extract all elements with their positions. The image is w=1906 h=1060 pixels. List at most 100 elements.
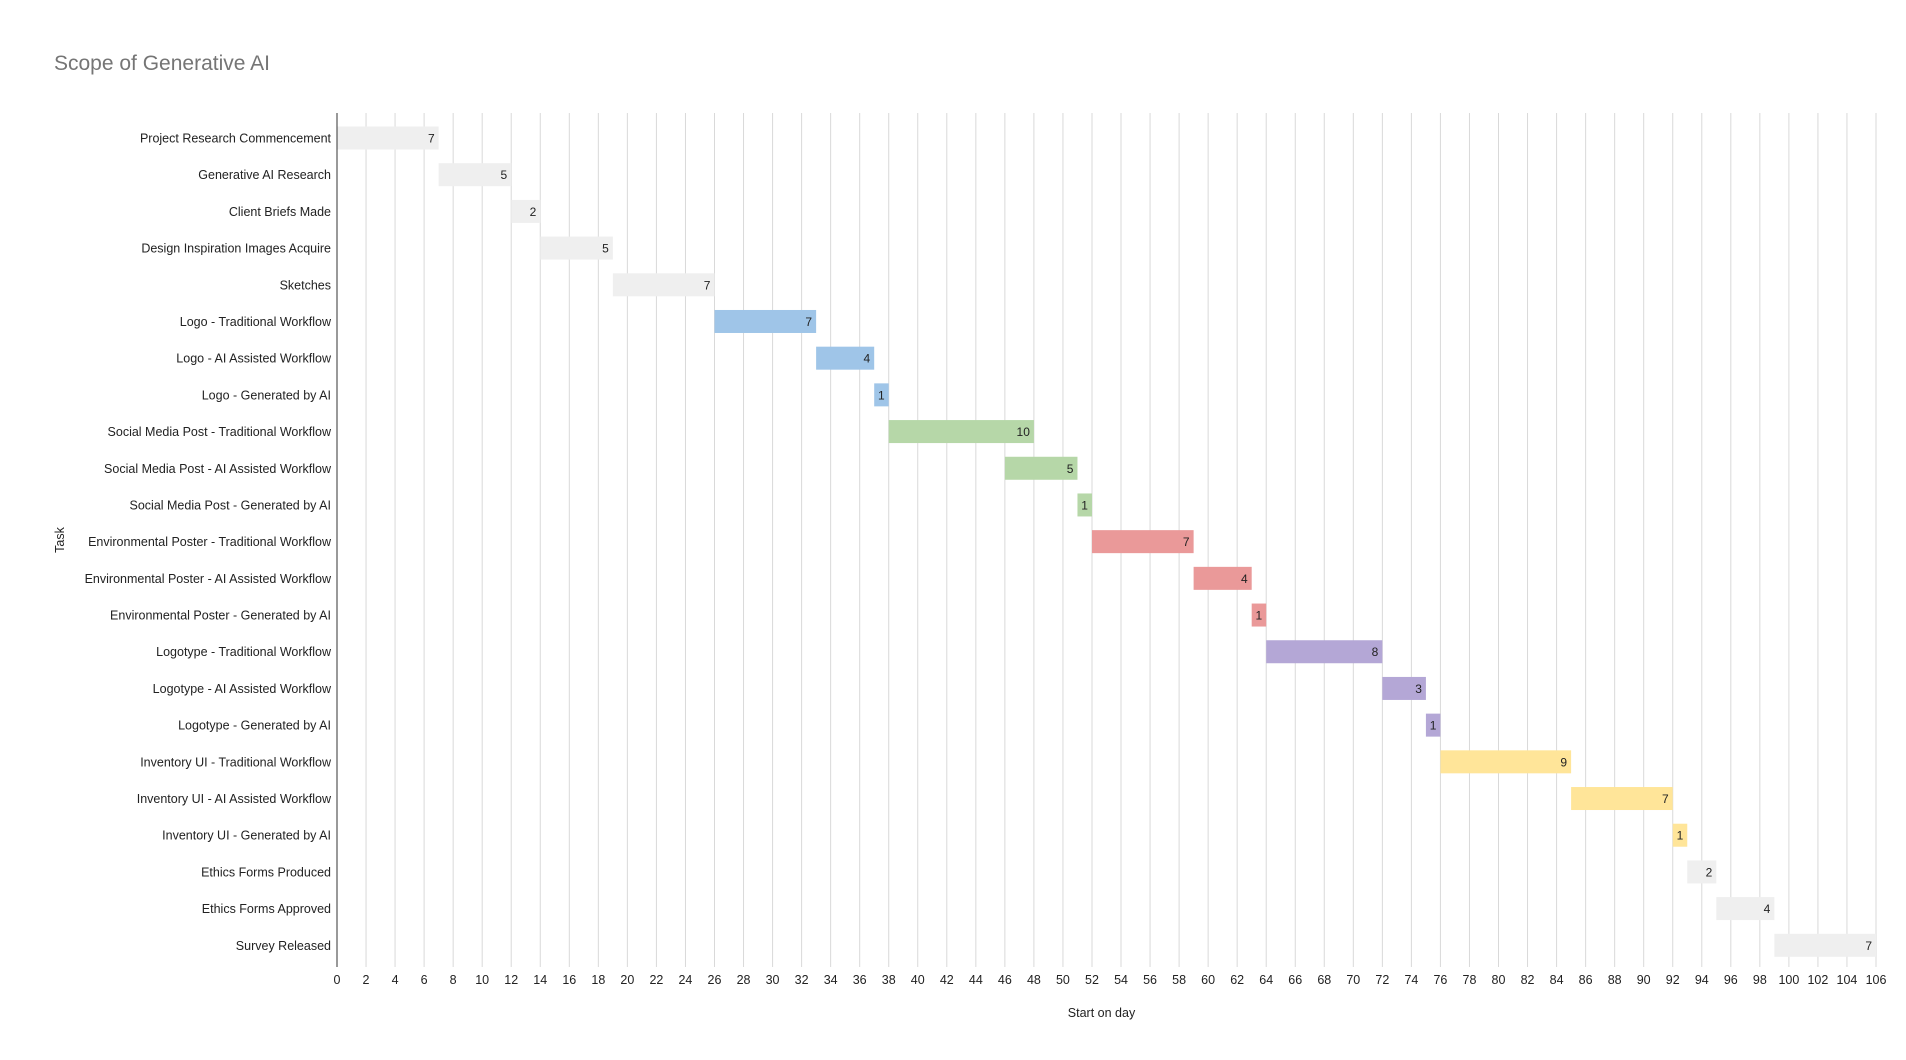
gantt-bar xyxy=(1425,713,1441,737)
gantt-bar xyxy=(1440,750,1572,774)
bar-duration-label: 7 xyxy=(1183,535,1190,549)
x-tick-label: 62 xyxy=(1230,973,1244,987)
x-tick-label: 100 xyxy=(1778,973,1799,987)
task-label: Logo - Generated by AI xyxy=(202,388,331,402)
gantt-bar xyxy=(511,199,541,223)
x-tick-label: 94 xyxy=(1695,973,1709,987)
x-tick-label: 24 xyxy=(678,973,692,987)
task-label: Client Briefs Made xyxy=(229,205,331,219)
gantt-bar xyxy=(1077,493,1092,517)
bar-duration-label: 7 xyxy=(1662,792,1669,806)
x-tick-label: 30 xyxy=(766,973,780,987)
bar-duration-label: 1 xyxy=(1677,829,1684,843)
x-tick-label: 10 xyxy=(475,973,489,987)
x-tick-label: 40 xyxy=(911,973,925,987)
x-tick-label: 38 xyxy=(882,973,896,987)
x-tick-label: 50 xyxy=(1056,973,1070,987)
x-tick-label: 42 xyxy=(940,973,954,987)
task-label: Logo - AI Assisted Workflow xyxy=(176,352,332,366)
task-label: Social Media Post - AI Assisted Workflow xyxy=(104,462,332,476)
x-tick-label: 66 xyxy=(1288,973,1302,987)
x-tick-label: 60 xyxy=(1201,973,1215,987)
task-label: Ethics Forms Produced xyxy=(201,865,331,879)
x-tick-label: 86 xyxy=(1579,973,1593,987)
task-label: Sketches xyxy=(280,278,331,292)
gantt-bar xyxy=(1774,933,1876,957)
bar-duration-label: 5 xyxy=(501,168,508,182)
x-tick-label: 96 xyxy=(1724,973,1738,987)
gantt-bar xyxy=(1687,860,1717,884)
x-tick-label: 88 xyxy=(1608,973,1622,987)
task-label: Environmental Poster - Traditional Workf… xyxy=(88,535,332,549)
bar-duration-label: 7 xyxy=(805,315,812,329)
x-tick-label: 26 xyxy=(708,973,722,987)
grid-lines xyxy=(365,113,1877,967)
task-label: Project Research Commencement xyxy=(140,132,332,146)
x-tick-label: 82 xyxy=(1521,973,1535,987)
x-tick-label: 104 xyxy=(1837,973,1858,987)
task-label: Environmental Poster - AI Assisted Workf… xyxy=(85,572,332,586)
bar-duration-label: 1 xyxy=(878,388,885,402)
gantt-bar xyxy=(540,236,613,260)
x-tick-label: 0 xyxy=(334,973,341,987)
x-tick-label: 36 xyxy=(853,973,867,987)
x-tick-label: 16 xyxy=(562,973,576,987)
task-label: Ethics Forms Approved xyxy=(202,902,331,916)
task-label: Environmental Poster - Generated by AI xyxy=(110,609,331,623)
x-tick-label: 14 xyxy=(533,973,547,987)
x-tick-label: 6 xyxy=(421,973,428,987)
x-tick-label: 90 xyxy=(1637,973,1651,987)
bar-duration-label: 4 xyxy=(864,352,871,366)
y-axis-title: Task xyxy=(53,526,67,552)
task-label: Design Inspiration Images Acquire xyxy=(141,242,331,256)
gantt-bar xyxy=(1571,787,1673,811)
x-tick-label: 48 xyxy=(1027,973,1041,987)
task-label: Social Media Post - Generated by AI xyxy=(130,498,332,512)
bar-duration-label: 7 xyxy=(1865,939,1872,953)
gantt-bar xyxy=(888,420,1034,444)
gantt-bar xyxy=(337,126,439,150)
x-tick-label: 74 xyxy=(1404,973,1418,987)
gantt-bar xyxy=(874,383,889,407)
task-label: Logotype - Generated by AI xyxy=(178,719,331,733)
x-tick-label: 22 xyxy=(649,973,663,987)
chart-title: Scope of Generative AI xyxy=(54,52,270,75)
gantt-bar xyxy=(612,273,715,297)
x-tick-label: 84 xyxy=(1550,973,1564,987)
task-label: Logotype - Traditional Workflow xyxy=(156,645,332,659)
bar-duration-label: 2 xyxy=(1706,865,1713,879)
x-tick-label: 28 xyxy=(737,973,751,987)
x-tick-label: 20 xyxy=(620,973,634,987)
task-label: Inventory UI - Generated by AI xyxy=(162,829,331,843)
x-tick-label: 44 xyxy=(969,973,983,987)
x-tick-label: 34 xyxy=(824,973,838,987)
x-tick-label: 2 xyxy=(363,973,370,987)
x-tick-label: 56 xyxy=(1143,973,1157,987)
task-label: Social Media Post - Traditional Workflow xyxy=(108,425,332,439)
x-tick-label: 78 xyxy=(1463,973,1477,987)
bar-duration-label: 4 xyxy=(1764,902,1771,916)
x-tick-label: 76 xyxy=(1433,973,1447,987)
bar-duration-label: 4 xyxy=(1241,572,1248,586)
x-tick-label: 12 xyxy=(504,973,518,987)
gantt-bar xyxy=(1382,676,1426,700)
x-tick-label: 52 xyxy=(1085,973,1099,987)
bar-duration-label: 9 xyxy=(1560,755,1567,769)
bar-duration-label: 2 xyxy=(530,205,537,219)
task-label: Generative AI Research xyxy=(198,168,331,182)
x-tick-label: 106 xyxy=(1866,973,1887,987)
gantt-bar xyxy=(438,163,512,187)
bar-duration-label: 1 xyxy=(1081,498,1088,512)
bar-duration-label: 5 xyxy=(1067,462,1074,476)
bar-duration-label: 7 xyxy=(428,132,435,146)
bar-duration-label: 5 xyxy=(602,242,609,256)
x-tick-label: 18 xyxy=(591,973,605,987)
x-tick-label: 4 xyxy=(392,973,399,987)
gantt-bar xyxy=(714,309,817,333)
x-tick-label: 58 xyxy=(1172,973,1186,987)
x-tick-label: 102 xyxy=(1807,973,1828,987)
x-tick-label: 32 xyxy=(795,973,809,987)
x-tick-label: 46 xyxy=(998,973,1012,987)
bar-duration-label: 1 xyxy=(1430,719,1437,733)
x-tick-label: 98 xyxy=(1753,973,1767,987)
